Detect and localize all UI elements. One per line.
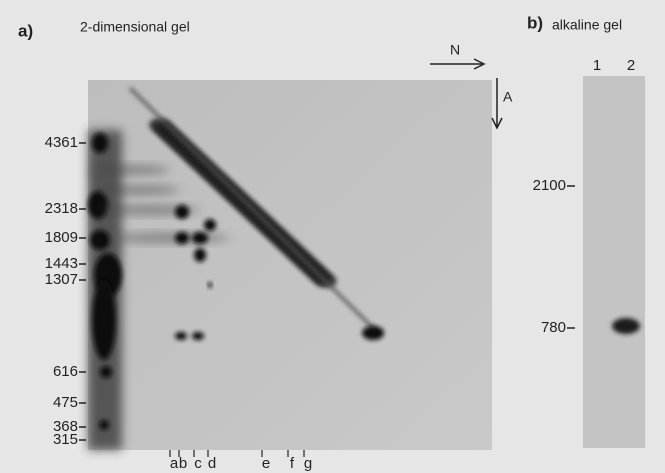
panel-label: b) [527,13,543,32]
gel-a [88,80,492,450]
marker-label: 4361 [45,134,78,151]
spot-label: b [179,455,187,472]
spot [92,133,108,153]
lane-label: 2 [627,57,635,74]
spot [208,282,212,288]
band [612,318,640,334]
gel-spots [88,86,384,450]
spot [204,219,216,231]
arrowhead [473,58,486,70]
spot-label: a [170,455,179,472]
spot [175,205,189,219]
marker-label: 1443 [45,255,78,272]
spot-label: d [208,455,216,472]
spot [194,248,206,262]
spot [99,420,109,430]
arrowhead [491,117,503,130]
streak [100,205,200,215]
panel-title: alkaline gel [552,17,622,33]
spot [192,332,204,340]
direction-label: N [450,42,460,58]
spot [92,280,116,360]
direction-label: A [503,89,513,105]
marker-label: 1809 [45,229,78,246]
marker-label: 616 [53,363,78,380]
marker-label: 315 [53,431,78,448]
marker-label: 2100 [533,177,566,194]
gel-b [583,76,645,448]
spot-label: f [290,455,295,472]
spot [175,232,189,244]
panel-label: a) [18,21,33,40]
marker-label: 780 [541,319,566,336]
marker-label: 475 [53,394,78,411]
spot [175,332,187,340]
lane-label: 1 [593,57,601,74]
marker-label: 2318 [45,200,78,217]
spot [192,232,208,244]
streak [90,165,170,175]
spot-label: e [262,455,270,472]
spot-label: g [304,455,312,472]
spot [90,230,110,250]
marker-label: 368 [53,418,78,435]
spot [362,326,384,340]
spot [88,191,108,219]
streak [100,185,180,195]
spot-label: c [194,455,202,472]
spot [100,366,112,378]
streak [110,233,230,243]
panel-title: 2-dimensional gel [80,19,190,35]
marker-label: 1307 [45,271,78,288]
diagonal [128,86,382,337]
